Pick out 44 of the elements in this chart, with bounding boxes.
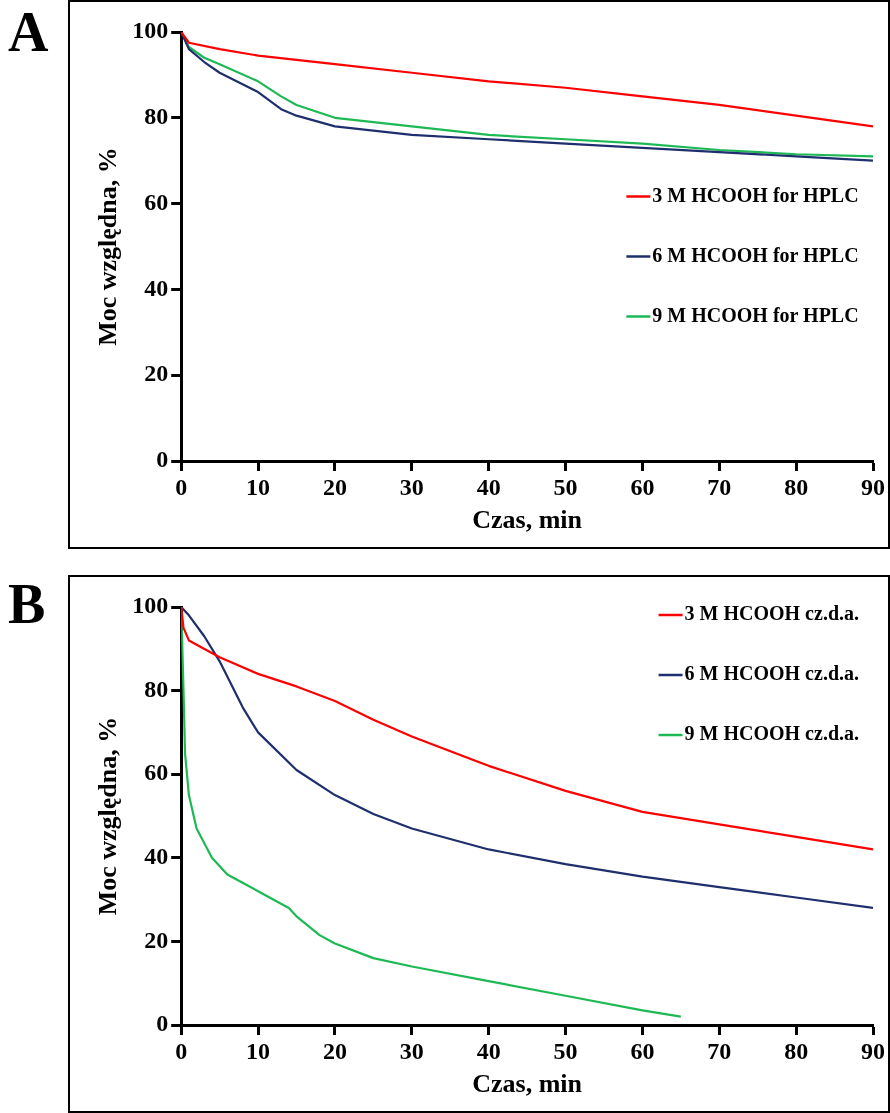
y-tick-label: 100 — [132, 592, 169, 619]
legend-label: 9 M HCOOH cz.d.a. — [684, 722, 860, 745]
x-tick-label: 90 — [861, 1037, 885, 1064]
chart-title: B — [8, 572, 46, 636]
y-axis-title: Moc względna, % — [93, 147, 123, 346]
y-tick-label: 80 — [144, 103, 169, 129]
chart-title: A — [8, 0, 49, 64]
y-tick-label: 60 — [144, 188, 169, 215]
y-axis-title: Moc względna, % — [93, 716, 123, 916]
x-tick-label: 80 — [784, 1037, 809, 1064]
x-tick-label: 50 — [553, 473, 578, 500]
x-tick-label: 10 — [246, 1037, 271, 1064]
x-tick-label: 0 — [175, 1037, 188, 1064]
y-tick-label: 20 — [144, 926, 169, 953]
y-tick-label: 80 — [144, 675, 169, 702]
x-tick-label: 20 — [322, 473, 347, 500]
x-tick-label: 40 — [476, 473, 501, 500]
legend-label: 3 M HCOOH cz.d.a. — [684, 602, 860, 625]
y-tick-label: 100 — [132, 17, 169, 44]
x-axis-title: Czas, min — [472, 505, 583, 535]
x-tick-label: 30 — [399, 473, 424, 500]
x-tick-label: 70 — [707, 473, 732, 500]
x-tick-label: 80 — [784, 473, 809, 500]
x-tick-label: 10 — [246, 473, 271, 500]
x-tick-label: 70 — [707, 1037, 732, 1064]
y-tick-label: 0 — [156, 446, 169, 473]
x-tick-label: 60 — [630, 1037, 655, 1064]
y-tick-label: 0 — [156, 1010, 169, 1037]
x-tick-label: 20 — [322, 1037, 347, 1064]
y-tick-label: 60 — [144, 759, 169, 786]
x-tick-label: 30 — [399, 1037, 424, 1064]
y-tick-label: 40 — [144, 274, 169, 301]
legend-label: 3 M HCOOH for HPLC — [652, 183, 859, 206]
legend-label: 6 M HCOOH cz.d.a. — [684, 662, 860, 685]
x-tick-label: 60 — [630, 473, 655, 500]
x-tick-label: 40 — [476, 1037, 501, 1064]
y-tick-label: 20 — [144, 360, 169, 387]
x-axis-title: Czas, min — [472, 1069, 583, 1099]
x-tick-label: 90 — [861, 473, 885, 500]
x-tick-label: 50 — [553, 1037, 578, 1064]
legend-label: 9 M HCOOH for HPLC — [652, 303, 859, 326]
legend-label: 6 M HCOOH for HPLC — [652, 243, 859, 266]
y-tick-label: 40 — [144, 843, 169, 869]
x-tick-label: 0 — [175, 473, 188, 500]
